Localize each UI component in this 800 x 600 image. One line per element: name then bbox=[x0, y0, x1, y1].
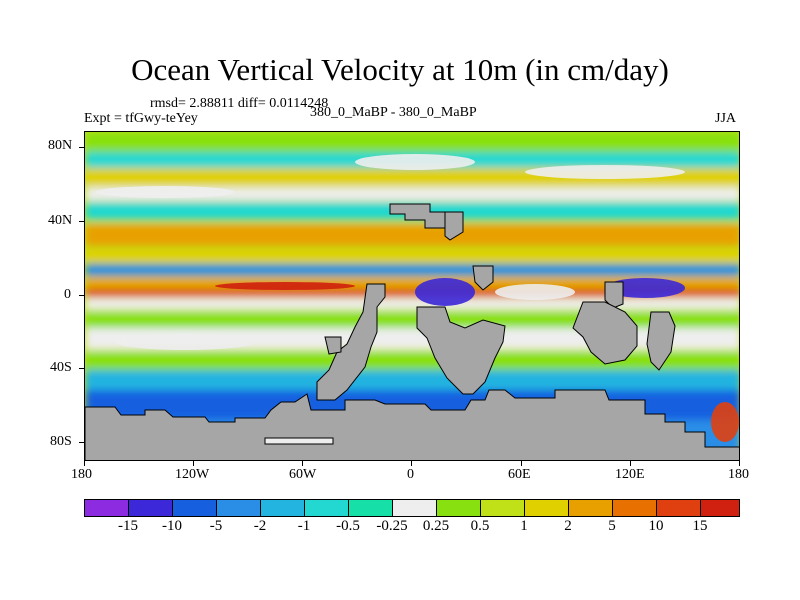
colorbar-segment bbox=[700, 499, 740, 517]
colorbar-segment bbox=[656, 499, 701, 517]
y-tick-mark bbox=[79, 442, 84, 443]
colorbar-label: -15 bbox=[118, 518, 138, 534]
field-patch bbox=[605, 278, 685, 298]
rmsd-diff-text: rmsd= 2.88811 diff= 0.0114248 bbox=[150, 96, 329, 111]
africa-land bbox=[416, 306, 506, 395]
y-tick-label: 80N bbox=[48, 138, 73, 153]
subtropical-band bbox=[85, 250, 739, 262]
field-patch bbox=[711, 402, 739, 442]
colorbar-label: -2 bbox=[253, 518, 267, 534]
colorbar-label: 10 bbox=[648, 518, 664, 534]
colorbar-segment bbox=[216, 499, 261, 517]
midlat-band bbox=[85, 187, 739, 201]
y-tick-mark bbox=[79, 295, 84, 296]
comparison-label: 380_0_MaBP - 380_0_MaBP bbox=[310, 105, 477, 120]
colorbar-segment bbox=[568, 499, 613, 517]
ice-shelf bbox=[264, 437, 334, 445]
australia-land bbox=[572, 301, 638, 365]
field-patch bbox=[355, 154, 475, 170]
colorbar-segment bbox=[524, 499, 569, 517]
x-tick-mark bbox=[739, 461, 740, 466]
x-tick-label: 60E bbox=[508, 467, 531, 482]
x-tick-mark bbox=[521, 461, 522, 466]
south-america-land bbox=[316, 283, 386, 401]
colorbar-label: 0.25 bbox=[422, 518, 450, 534]
experiment-label: Expt = tfGwy-teYey bbox=[84, 111, 198, 126]
colorbar-label: 0.5 bbox=[470, 518, 490, 534]
x-tick-label: 180 bbox=[71, 467, 92, 482]
y-tick-mark bbox=[79, 147, 84, 148]
antarctica-land bbox=[85, 389, 739, 460]
colorbar-label: 15 bbox=[692, 518, 708, 534]
x-tick-label: 60W bbox=[289, 467, 317, 482]
y-tick-label: 40S bbox=[50, 360, 72, 375]
plot-title: Ocean Vertical Velocity at 10m (in cm/da… bbox=[131, 52, 669, 87]
colorbar-label: 5 bbox=[608, 518, 616, 534]
y-tick-mark bbox=[79, 368, 84, 369]
x-tick-mark bbox=[411, 461, 412, 466]
colorbar-label: 1 bbox=[520, 518, 528, 534]
field-patch bbox=[95, 186, 235, 198]
colorbar-segment bbox=[84, 499, 129, 517]
eurasia-land bbox=[389, 203, 446, 229]
australia-land bbox=[646, 311, 676, 371]
americas-land bbox=[324, 336, 342, 355]
colorbar-segment bbox=[128, 499, 173, 517]
colorbar-label: -1 bbox=[297, 518, 311, 534]
x-tick-mark bbox=[193, 461, 194, 466]
asia-land bbox=[604, 281, 624, 309]
colorbar-segment bbox=[304, 499, 349, 517]
x-tick-label: 120W bbox=[175, 467, 210, 482]
x-tick-mark bbox=[302, 461, 303, 466]
equatorial-band bbox=[85, 298, 739, 310]
season-label: JJA bbox=[715, 111, 737, 126]
field-patch bbox=[495, 284, 575, 300]
southern-band bbox=[85, 352, 739, 370]
colorbar-segment bbox=[436, 499, 481, 517]
velocity-map bbox=[84, 131, 740, 461]
colorbar-label: -0.5 bbox=[336, 518, 360, 534]
x-tick-mark bbox=[630, 461, 631, 466]
land-masses bbox=[85, 203, 739, 460]
asia-land bbox=[472, 265, 494, 291]
field-patch bbox=[215, 282, 355, 290]
colorbar-segment bbox=[480, 499, 525, 517]
field-patch bbox=[415, 278, 475, 306]
southern-band bbox=[85, 312, 739, 328]
colorbar-segment bbox=[392, 499, 437, 517]
colorbar-segment bbox=[612, 499, 657, 517]
equatorial-band bbox=[85, 289, 739, 297]
x-tick-label: 120E bbox=[615, 467, 645, 482]
equatorial-band bbox=[85, 278, 739, 288]
x-tick-label: 0 bbox=[407, 467, 414, 482]
colorbar-segment bbox=[260, 499, 305, 517]
field-patch bbox=[115, 334, 255, 350]
y-tick-label: 80S bbox=[50, 434, 72, 449]
x-tick-label: 180 bbox=[728, 467, 749, 482]
colorbar-label: -10 bbox=[162, 518, 182, 534]
y-tick-mark bbox=[79, 221, 84, 222]
field-patch bbox=[525, 165, 685, 179]
y-tick-label: 40N bbox=[48, 213, 73, 228]
colorbar-segment bbox=[348, 499, 393, 517]
colorbar-segment bbox=[172, 499, 217, 517]
x-tick-mark bbox=[84, 461, 85, 466]
colorbar-label: 2 bbox=[564, 518, 572, 534]
eurasia-land bbox=[444, 211, 464, 241]
subtropical-band bbox=[85, 224, 739, 246]
colorbar-label: -0.25 bbox=[376, 518, 408, 534]
southern-band bbox=[85, 370, 739, 390]
tropical-band bbox=[85, 264, 739, 276]
y-tick-label: 0 bbox=[64, 287, 71, 302]
colorbar-label: -5 bbox=[209, 518, 223, 534]
